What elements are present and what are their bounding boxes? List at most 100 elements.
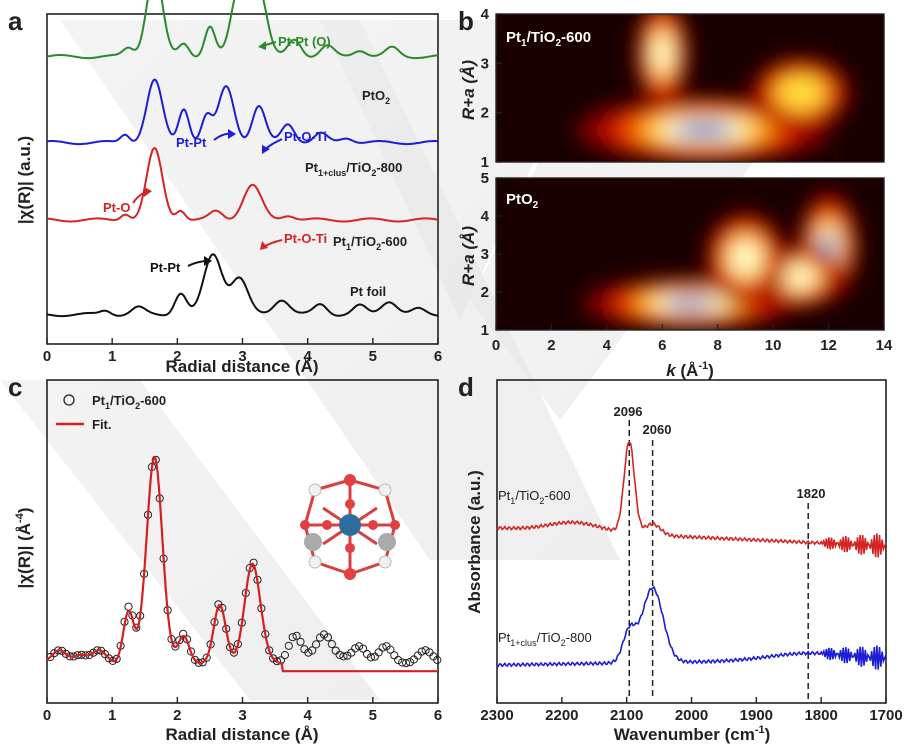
arrowhead-ptoti-blue	[262, 145, 270, 154]
ticklabel-d-2100: 2100	[610, 707, 643, 724]
annot-pto-red: Pt-O	[103, 200, 130, 215]
ticklabel-b-2: 2	[547, 337, 555, 354]
series-a-green	[46, 0, 439, 60]
data-point-c	[304, 648, 313, 657]
ticklabel-a-1: 1	[108, 348, 116, 365]
panel-c-series	[46, 455, 442, 673]
arrowhead-pto-red	[144, 187, 152, 197]
ticklabel-a-4: 4	[303, 348, 312, 365]
data-point-c	[421, 646, 430, 655]
yticklabel-b1-1: 1	[481, 322, 489, 339]
peak-label-2096: 2096	[614, 404, 643, 419]
panel-d-series	[496, 441, 887, 670]
panel-d-ylabel: Absorbance (a.u.)	[465, 470, 484, 614]
panel-b-ylabel-top: R+a (Å)	[459, 60, 478, 120]
data-point-c	[390, 651, 399, 660]
yticklabel-b1-5: 5	[481, 170, 489, 187]
ticklabel-c-2: 2	[173, 707, 181, 724]
annot-ptpt-black: Pt-Pt	[150, 260, 181, 275]
ticklabel-a-0: 0	[43, 348, 51, 365]
data-point-c	[402, 659, 411, 668]
data-point-c	[417, 647, 426, 656]
panel-a-x-ticks: 0 1 2 3 4 5 6	[43, 338, 442, 365]
data-point-c	[355, 642, 364, 651]
data-point-c	[132, 623, 141, 632]
fit-line-c	[46, 455, 438, 673]
ticklabel-c-3: 3	[238, 707, 246, 724]
data-point-c	[229, 648, 239, 657]
ticklabel-d-1900: 1900	[740, 707, 773, 724]
panel-c-ylabel: |χ(R)| (Å-4)	[14, 507, 34, 588]
ticklabel-d-2000: 2000	[675, 707, 708, 724]
panel-b-ylabel-bottom: R+a (Å)	[459, 226, 478, 286]
data-point-c	[351, 644, 360, 653]
data-point-c	[323, 633, 332, 642]
arrowhead-ptpt-o	[258, 41, 266, 50]
arrowhead-ptpt-blue	[228, 129, 236, 139]
ticklabel-b-0: 0	[492, 337, 500, 354]
ticklabel-a-5: 5	[369, 348, 377, 365]
panel-b-letter: b	[458, 6, 474, 36]
heat-blob-0-1-4	[652, 34, 672, 73]
panel-d: d 2300 2200 2100 2000 1900 1800 1700 Wavenumbe…	[458, 372, 903, 744]
data-point-c	[288, 633, 297, 642]
yticklabel-b1-4: 4	[481, 208, 490, 225]
ticklabel-c-4: 4	[303, 707, 312, 724]
panel-d-letter: d	[458, 372, 474, 402]
heatmap-top-label: Pt1/TiO2-600	[506, 29, 591, 49]
label-pto2: PtO2	[362, 88, 390, 106]
label-d-pt1clus-800: Pt1+clus/TiO2-800	[498, 630, 592, 648]
panel-a-series	[46, 0, 439, 318]
panel-a-letter: a	[8, 6, 23, 36]
data-point-c	[398, 658, 407, 667]
ticklabel-b-8: 8	[714, 337, 722, 354]
data-point-c	[308, 646, 317, 655]
data-point-c	[374, 648, 383, 657]
ticklabel-c-5: 5	[369, 707, 377, 724]
label-d-pt1-600: Pt1/TiO2-600	[498, 488, 570, 506]
data-point-c	[366, 653, 375, 662]
data-point-c	[378, 643, 387, 652]
ticklabel-d-1800: 1800	[804, 707, 837, 724]
legend-data-label: Pt1/TiO2-600	[92, 393, 166, 411]
panel-a-ylabel: |χ(R)| (a.u.)	[15, 136, 34, 224]
data-point-c	[335, 650, 344, 660]
heatmap-top	[496, 14, 884, 162]
ticklabel-a-3: 3	[238, 348, 246, 365]
data-point-c	[292, 631, 301, 640]
ticklabel-a-2: 2	[173, 348, 181, 365]
ticklabel-a-6: 6	[434, 348, 442, 365]
data-point-c	[171, 642, 180, 651]
heatmap-bottom-label: PtO2	[506, 191, 539, 211]
arrowhead-ptoti-red	[260, 241, 268, 250]
data-point-c	[272, 657, 282, 666]
heat-blob-0-2-3	[777, 76, 824, 110]
ticklabel-b-12: 12	[820, 337, 837, 354]
peak-label-1820: 1820	[797, 486, 826, 501]
panel-c-xlabel: Radial distance (Å)	[165, 725, 318, 744]
ticklabel-d-2300: 2300	[480, 707, 513, 724]
data-point-c	[312, 640, 321, 649]
data-point-c	[413, 651, 422, 660]
heat-blob-0-0-6	[683, 124, 725, 136]
ticklabel-b-10: 10	[765, 337, 782, 354]
data-point-c	[284, 641, 293, 650]
annot-ptpt-blue: Pt-Pt	[176, 135, 207, 150]
series-d-red	[496, 441, 887, 558]
data-point-c	[179, 629, 188, 639]
data-point-c	[386, 645, 395, 654]
data-point-c	[202, 653, 211, 662]
ticklabel-d-2200: 2200	[545, 707, 578, 724]
series-d-blue	[496, 585, 887, 670]
data-point-c	[327, 640, 336, 649]
data-point-c	[359, 644, 368, 653]
panel-c: c 0 1 2 3 4 5 6 Radial distance (Å) |χ(R)| (Å-…	[8, 372, 442, 744]
yticklabel-b1-3: 3	[481, 246, 489, 263]
ticklabel-b-14: 14	[876, 337, 893, 354]
ticklabel-c-0: 0	[43, 707, 51, 724]
panel-b-xlabel: k (Å-1)	[666, 360, 714, 380]
data-point-c	[296, 637, 305, 646]
panel-d-x-ticks: 2300 2200 2100 2000 1900 1800 1700	[480, 697, 903, 724]
